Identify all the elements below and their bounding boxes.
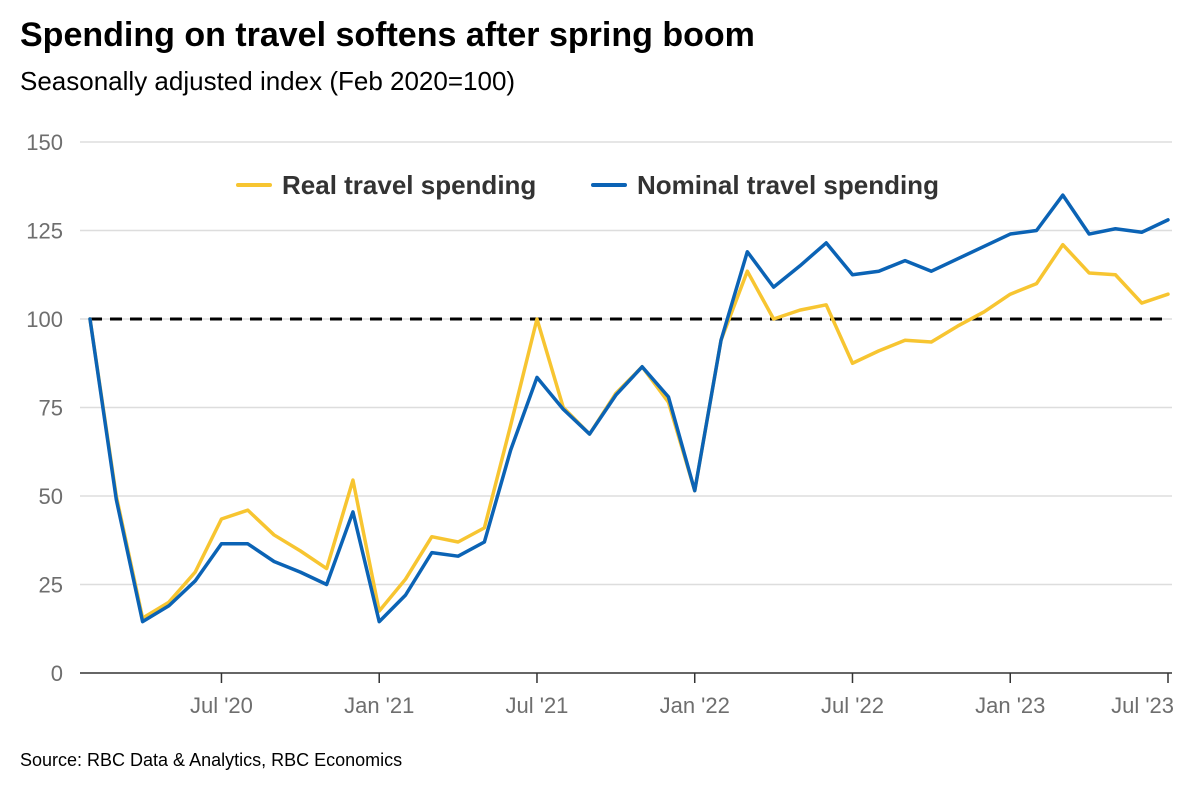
x-tick-label: Jul '21 [506, 693, 569, 718]
source-note: Source: RBC Data & Analytics, RBC Econom… [20, 750, 403, 770]
y-tick-label: 125 [26, 219, 63, 244]
y-tick-label: 100 [26, 307, 63, 332]
x-tick-label: Jul '22 [821, 693, 884, 718]
y-tick-label: 0 [51, 661, 63, 686]
legend-real-label: Real travel spending [282, 170, 536, 200]
y-tick-label: 150 [26, 130, 63, 155]
x-tick-label: Jul '20 [190, 693, 253, 718]
legend: Real travel spending Nominal travel spend… [236, 170, 939, 200]
y-tick-label: 25 [39, 573, 63, 598]
legend-nominal-label: Nominal travel spending [637, 170, 939, 200]
series-lines [88, 193, 1170, 624]
y-axis: 0 25 50 75 100 125 150 [26, 130, 63, 686]
x-tick-label: Jan '23 [975, 693, 1045, 718]
chart-title: Spending on travel softens after spring … [20, 16, 755, 54]
gridlines [80, 141, 1172, 586]
real-travel-spending-line [88, 242, 1170, 620]
nominal-travel-spending-line [88, 193, 1170, 624]
x-tick-label: Jan '21 [344, 693, 414, 718]
chart-subtitle: Seasonally adjusted index (Feb 2020=100) [20, 66, 516, 96]
y-tick-label: 75 [39, 396, 63, 421]
x-tick-label: Jul '23 [1111, 693, 1174, 718]
x-axis: Jul '20 Jan '21 Jul '21 Jan '22 Jul '22 Jan '… [80, 672, 1174, 718]
y-tick-label: 50 [39, 484, 63, 509]
x-tick-label: Jan '22 [660, 693, 730, 718]
